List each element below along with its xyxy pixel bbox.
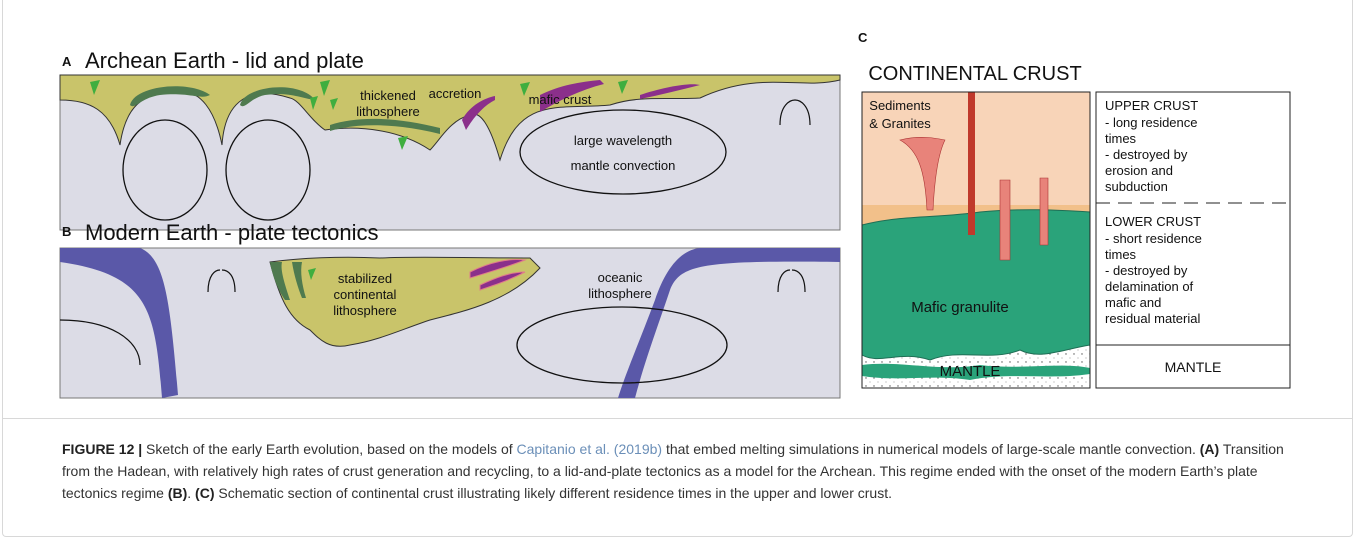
panel-c: C CONTINENTAL CRUST Sediments & Granites… [858,30,1291,389]
legend-line: subduction [1105,179,1168,194]
legend-title: LOWER CRUST [1105,214,1201,229]
mafic-crust [540,80,604,112]
legend-line: - long residence [1105,115,1198,130]
label: mantle convection [571,158,676,173]
upwelling-arrows [779,99,811,126]
convection-cell [519,109,727,195]
label: continental [334,287,397,302]
panel-b: B Modern Earth - plate tectonics stabili… [59,220,841,399]
legend-title: UPPER CRUST [1105,98,1198,113]
label: stabilized [338,271,392,286]
label: Sediments [869,98,931,113]
convection-cell [516,306,728,384]
convection-arrow [59,319,141,366]
label: large wavelength [574,133,672,148]
panel-letter: A [62,54,72,69]
legend-line: - short residence [1105,231,1202,246]
mafic-granulite [862,363,1090,380]
label: oceanic [598,270,643,285]
legend-title: MANTLE [1165,359,1222,375]
caption-text: . [187,485,196,501]
legend-line: residual material [1105,311,1200,326]
panel-ref: (A) [1199,441,1220,457]
panel-title: CONTINENTAL CRUST [868,63,1081,85]
panel-a: A Archean Earth - lid and plate thickene… [59,48,841,231]
figure: A Archean Earth - lid and plate thickene… [59,30,1291,399]
mafic-crust [469,259,527,291]
separator [2,418,1352,419]
label: accretion [429,86,482,101]
crust [330,118,440,134]
caption-text: that embed melting simulations in numeri… [662,441,1200,457]
legend-box [1095,91,1291,389]
panel-letter: C [858,30,868,45]
label: lithosphere [333,303,397,318]
crust [130,86,210,107]
caption-text: Sketch of the early Earth evolution, bas… [142,441,517,457]
label: lithosphere [356,104,420,119]
legend-line: times [1105,131,1137,146]
section-border [861,91,1091,389]
legend-line: mafic and [1105,295,1161,310]
dyke [968,92,975,235]
panel-title: Archean Earth - lid and plate [85,48,364,73]
label: & Granites [869,116,931,131]
legend-line: times [1105,247,1137,262]
granite-intrusion [899,136,1049,261]
slab [60,248,178,398]
convection-cell [225,119,311,221]
continental-lithosphere [269,256,541,347]
crust [270,262,306,300]
label: lithosphere [588,286,652,301]
label: MANTLE [940,363,1001,380]
mafic-granulite [861,209,1091,361]
figure-label: FIGURE 12 | [62,441,143,457]
upwelling-arrows [207,269,806,293]
upper-crust [862,92,1090,205]
legend-line: - destroyed by [1105,263,1188,278]
panel-ref: (B) [167,485,188,501]
label: thickened [360,88,416,103]
legend-line: - destroyed by [1105,147,1188,162]
legend-line: erosion and [1105,163,1173,178]
panel-title: Modern Earth - plate tectonics [85,220,378,245]
convection-cell [122,119,208,221]
mafic-crust [462,96,495,130]
caption: FIGURE 12 | Sketch of the early Earth ev… [62,438,1307,504]
panel-ref: (C) [195,485,215,501]
label: Mafic granulite [911,299,1009,316]
citation-link[interactable]: Capitanio et al. (2019b) [516,441,663,457]
label: mafic crust [529,92,592,107]
caption-text: Schematic section of continental crust i… [214,485,893,501]
legend-line: delamination of [1105,279,1194,294]
panel-letter: B [62,224,71,239]
crust [240,87,315,107]
mafic-crust [640,84,700,99]
caption-text: Transition from the Hadean, with relativ… [62,441,1284,501]
granite-marker [308,268,316,280]
